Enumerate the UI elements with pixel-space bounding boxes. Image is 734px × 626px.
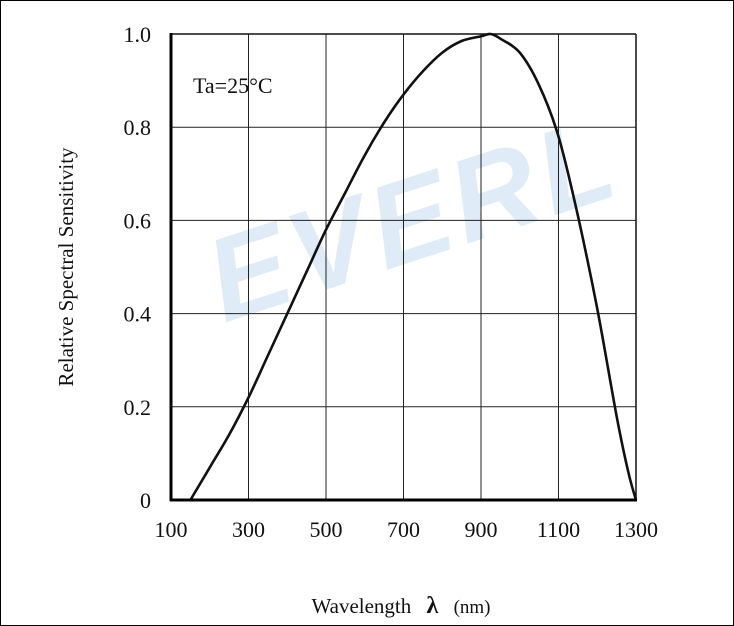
y-tick-label: 0.4 (124, 302, 152, 327)
x-tick-label: 300 (232, 517, 265, 542)
x-tick-label: 1100 (537, 517, 580, 542)
frame-layer (169, 33, 637, 502)
watermark-layer: EVERL (191, 91, 634, 347)
x-axis-label-main: Wavelength (311, 594, 411, 618)
x-tick-label: 1300 (614, 517, 658, 542)
x-axis-label-symbol: λ (427, 593, 439, 619)
y-tick-label: 0.6 (124, 208, 152, 233)
x-tick-label: 500 (310, 517, 343, 542)
x-tick-label: 900 (465, 517, 498, 542)
y-tick-label: 0.2 (124, 395, 152, 420)
x-axis-label: Wavelength λ (nm) (311, 593, 490, 619)
sensitivity-curve (189, 32, 638, 501)
y-tick-label: 0 (140, 488, 151, 513)
grid-layer (171, 34, 636, 500)
x-tick-label: 100 (155, 517, 188, 542)
watermark-text: EVERL (191, 91, 634, 347)
curve-layer (189, 32, 638, 501)
temperature-annotation: Ta=25°C (193, 73, 273, 98)
y-tick-label: 0.8 (124, 115, 152, 140)
x-axis-label-unit: (nm) (454, 597, 491, 618)
x-tick-label: 700 (387, 517, 420, 542)
y-tick-label: 1.0 (124, 22, 152, 47)
tick-layer: 100 300 500 700 900 1100 1300 0 0.2 0.4 0.6 0.8 1.0 (124, 22, 659, 542)
y-axis-label: Relative Spectral Sensitivity (54, 147, 78, 387)
